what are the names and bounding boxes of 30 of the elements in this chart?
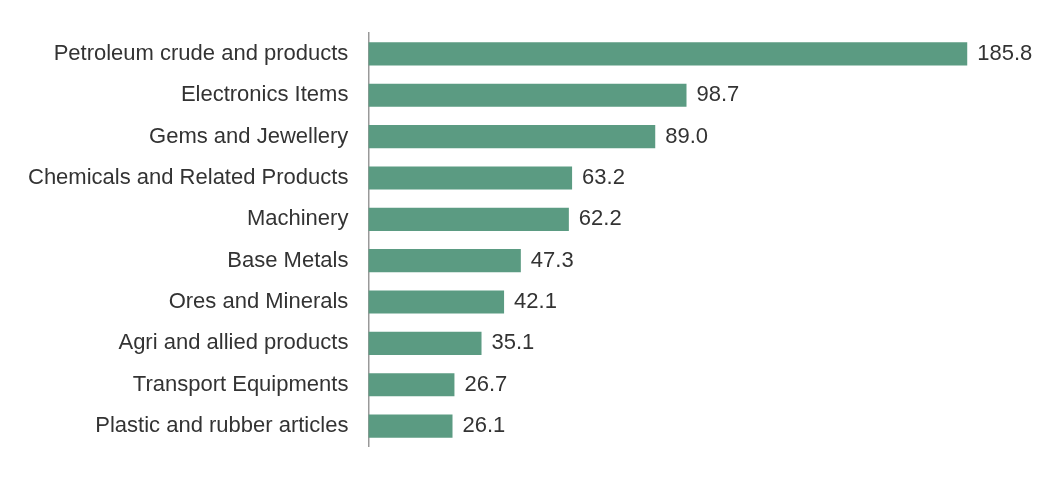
y-tick-label: Plastic and rubber articles (95, 412, 349, 438)
data-label: 89.0 (665, 122, 709, 148)
bar (368, 42, 968, 66)
data-label: 47.3 (530, 246, 574, 272)
data-label: 98.7 (696, 81, 740, 107)
y-tick-label: Base Metals (227, 246, 349, 272)
y-tick-label: Chemicals and Related Products (28, 164, 349, 190)
data-label: 63.2 (582, 164, 625, 190)
y-tick-label: Gems and Jewellery (149, 122, 349, 148)
bar (368, 249, 521, 273)
bar (368, 207, 569, 231)
data-label: 62.2 (578, 205, 622, 231)
y-tick-label: Agri and allied products (118, 329, 349, 355)
data-label: 185.8 (977, 39, 1033, 65)
bar (368, 331, 482, 355)
y-tick-label: Electronics Items (180, 81, 349, 107)
data-label: 26.1 (462, 412, 506, 438)
bar (368, 83, 687, 107)
y-tick-label: Petroleum crude and products (53, 39, 349, 65)
y-tick-label: Transport Equipments (132, 370, 349, 396)
data-label: 35.1 (491, 329, 535, 355)
bar (368, 125, 656, 149)
bar (368, 373, 455, 397)
data-label: 42.1 (514, 288, 557, 314)
data-label: 26.7 (464, 370, 508, 396)
y-tick-label: Machinery (246, 205, 349, 231)
bar (368, 166, 573, 190)
bar (368, 290, 505, 314)
y-tick-label: Ores and Minerals (168, 288, 349, 314)
bar (368, 414, 453, 438)
